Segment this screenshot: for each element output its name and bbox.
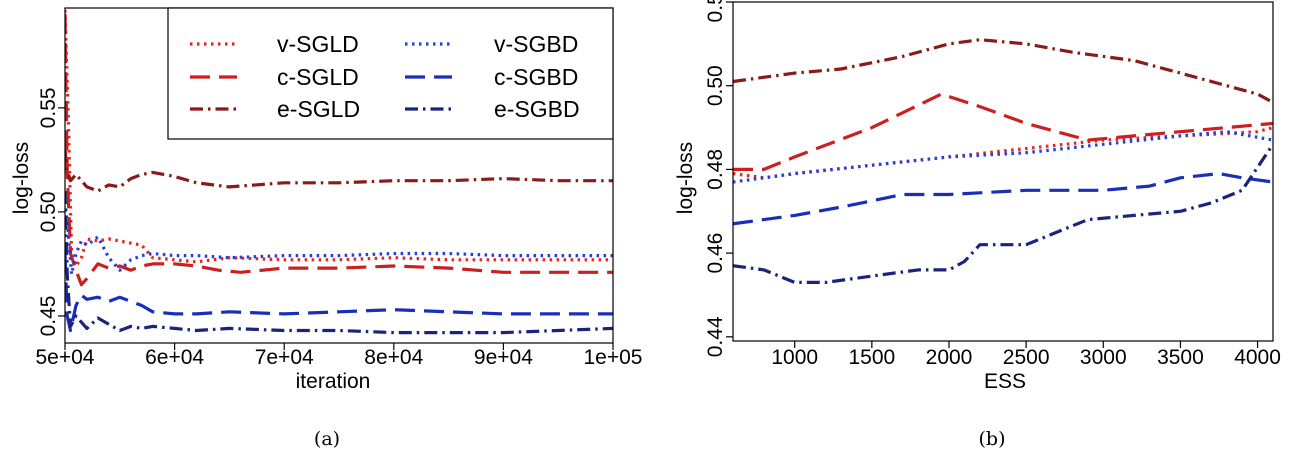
chart-a-xticks: 5e+04 6e+04 7e+04 8e+04 9e+04 1e+05 xyxy=(36,343,643,369)
y-tick-label: 0.44 xyxy=(704,316,727,357)
series-line-c-SGBD xyxy=(733,172,1273,226)
x-tick-label: 3000 xyxy=(1080,346,1127,369)
y-tick-label: 0.46 xyxy=(704,233,727,274)
y-tick-label: 0.45 xyxy=(37,296,60,337)
legend-label: v-SGBD xyxy=(494,31,578,57)
series-line-v-SGLD xyxy=(733,126,1273,180)
series-line-e-SGBD xyxy=(733,143,1273,284)
series-line-c-SGLD xyxy=(65,14,613,287)
legend-label: v-SGLD xyxy=(277,31,359,57)
y-tick-label: 0.48 xyxy=(704,149,727,190)
y-tick-label: 0.52 xyxy=(704,0,727,22)
legend-label: c-SGBD xyxy=(494,64,578,90)
x-tick-label: 1e+05 xyxy=(584,346,643,369)
series-line-e-SGBD xyxy=(65,191,613,335)
series-line-v-SGLD xyxy=(65,10,613,268)
chart-b-caption: (b) xyxy=(979,428,1006,450)
series-line-e-SGLD xyxy=(733,38,1273,104)
x-tick-label: 7e+04 xyxy=(255,346,314,369)
y-tick-label: 0.50 xyxy=(37,191,60,232)
series-line-c-SGBD xyxy=(65,253,613,333)
chart-b-series-layer xyxy=(733,38,1273,284)
chart-a-yticks: 0.45 0.50 0.55 xyxy=(37,87,65,336)
chart-b-plot-frame xyxy=(732,1,1274,342)
x-tick-label: 4000 xyxy=(1234,346,1281,369)
chart-a-legend: v-SGLD c-SGLD e-SGLD v-SGBD c-SGBD e-SGBD xyxy=(167,7,614,140)
x-tick-label: 3500 xyxy=(1157,346,1204,369)
x-tick-label: 5e+04 xyxy=(36,346,95,369)
series-line-e-SGLD xyxy=(65,149,613,193)
x-tick-label: 8e+04 xyxy=(364,346,423,369)
legend-label: e-SGLD xyxy=(277,96,360,122)
x-tick-label: 2500 xyxy=(1003,346,1050,369)
chart-a-ylabel: log-loss xyxy=(10,142,33,214)
series-line-v-SGBD xyxy=(733,130,1273,184)
legend-box xyxy=(167,7,614,140)
y-tick-label: 0.55 xyxy=(37,87,60,128)
legend-label: e-SGBD xyxy=(494,96,580,122)
chart-b-ylabel: log-loss xyxy=(674,142,697,214)
series-line-c-SGLD xyxy=(733,92,1273,171)
y-tick-label: 0.50 xyxy=(704,65,727,106)
chart-a: 5e+04 6e+04 7e+04 8e+04 9e+04 1e+05 0.450.500… xyxy=(10,7,643,450)
x-tick-label: 2000 xyxy=(926,346,973,369)
chart-a-series-layer xyxy=(65,10,613,335)
x-tick-label: 1000 xyxy=(771,346,818,369)
chart-a-xlabel: iteration xyxy=(296,370,371,393)
chart-a-caption: (a) xyxy=(314,428,340,450)
x-tick-label: 9e+04 xyxy=(474,346,533,369)
chart-b: 1000 1500 2000 2500 3000 3500 4000 0.440.460.4… xyxy=(674,0,1281,450)
x-tick-label: 1500 xyxy=(848,346,895,369)
x-tick-label: 6e+04 xyxy=(145,346,204,369)
legend-label: c-SGLD xyxy=(277,64,359,90)
chart-b-yticks: 0.44 0.46 0.48 0.50 0.52 xyxy=(704,0,733,357)
chart-b-xlabel: ESS xyxy=(984,370,1026,393)
chart-b-xticks: 1000 1500 2000 2500 3000 3500 4000 xyxy=(771,341,1281,369)
